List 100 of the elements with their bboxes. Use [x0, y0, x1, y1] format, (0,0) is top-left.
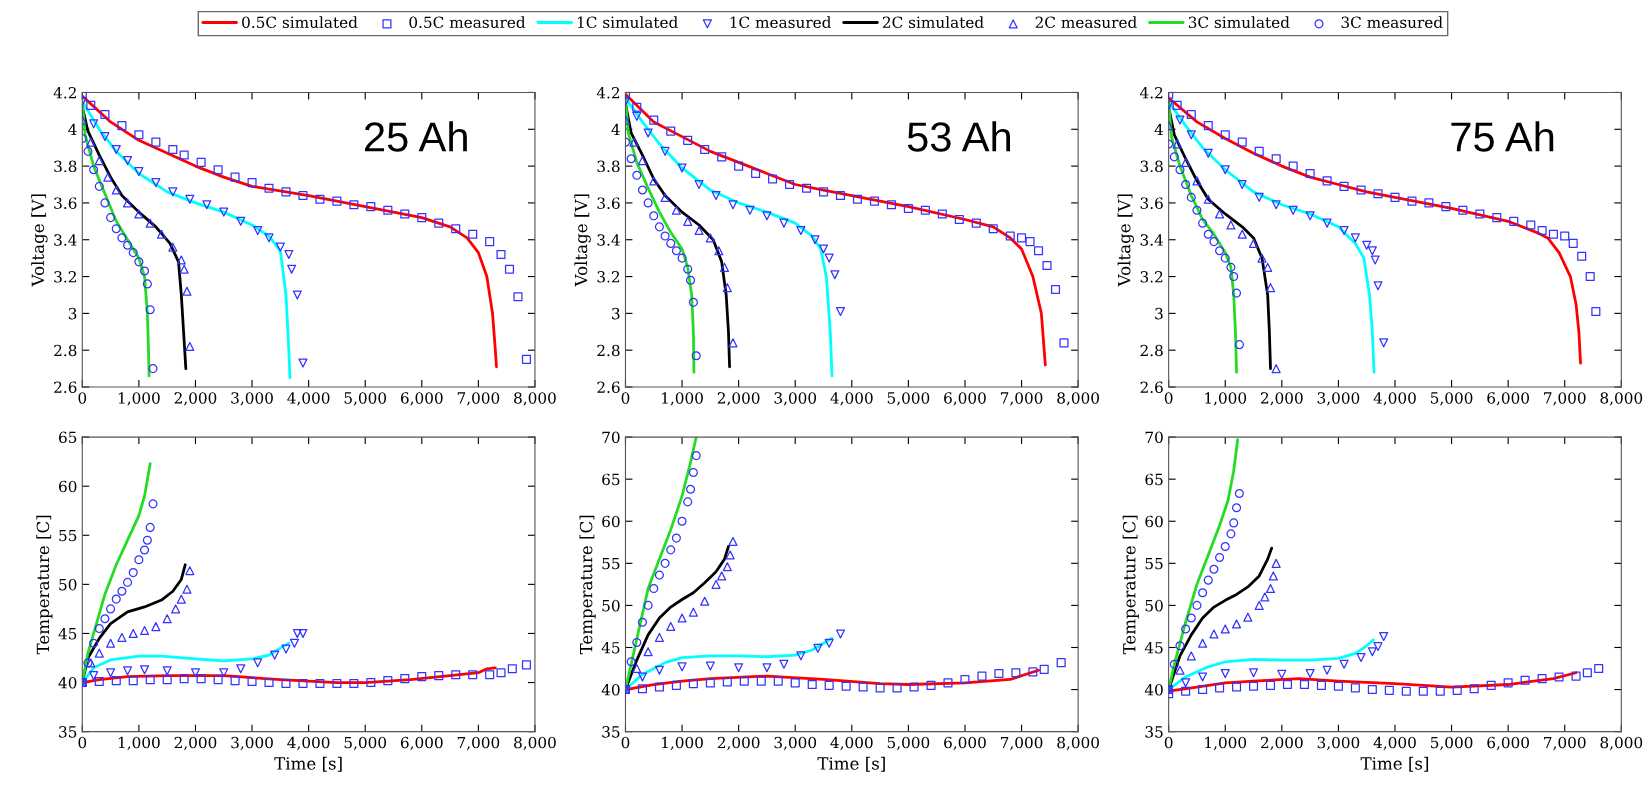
y-tick-label: 35 [602, 726, 620, 738]
x-tick-label: 1,000 [118, 392, 160, 406]
y-axis-title: Voltage [V] [31, 194, 48, 287]
x-tick-label: 7,000 [1544, 736, 1586, 751]
annotation: 53 Ah [907, 121, 1011, 152]
x-tick-label: 5,000 [344, 736, 387, 751]
x-tick-label: 0 [621, 736, 630, 749]
x-tick-label: 5,000 [887, 736, 930, 751]
y-tick-label: 40 [1144, 684, 1163, 696]
legend-label: 0.5C measured [409, 16, 526, 29]
y-tick-label: 3.4 [597, 234, 620, 246]
x-tick-label: 4,000 [830, 736, 873, 751]
x-axis-title: Time [s] [817, 756, 885, 772]
x-axis-title: Time [s] [1360, 756, 1429, 772]
legend-label: 3C simulated [1188, 16, 1290, 29]
y-tick-label: 50 [59, 578, 77, 591]
x-tick-label: 7,000 [457, 392, 500, 406]
y-tick-label: 4 [1154, 123, 1164, 136]
x-tick-label: 6,000 [1487, 392, 1529, 406]
x-tick-label: 6,000 [1487, 736, 1529, 751]
x-tick-label: 8,000 [1057, 392, 1099, 406]
y-tick-label: 3.2 [54, 271, 76, 283]
legend-label: 3C measured [1341, 16, 1443, 29]
y-tick-label: 3.8 [54, 160, 77, 173]
y-tick-label: 4 [68, 123, 77, 136]
y-tick-label: 65 [602, 473, 620, 486]
y-tick-label: 70 [1145, 431, 1163, 444]
y-tick-label: 3.8 [1140, 160, 1163, 173]
y-axis-title: Voltage [V] [1117, 194, 1134, 287]
y-tick-label: 3.6 [1140, 197, 1163, 209]
x-tick-label: 5,000 [887, 392, 930, 406]
x-axis-title: Time [s] [274, 756, 342, 772]
x-tick-label: 3,000 [1317, 392, 1360, 406]
y-tick-label: 3.2 [597, 271, 620, 283]
y-tick-label: 70 [602, 431, 620, 444]
y-axis-title: Temperature [C] [1122, 515, 1139, 655]
x-tick-label: 1,000 [118, 736, 160, 751]
x-tick-label: 8,000 [1600, 392, 1643, 406]
x-tick-label: 3,000 [774, 736, 817, 751]
y-tick-label: 65 [59, 431, 77, 444]
legend-label: 0.5C simulated [242, 16, 358, 29]
y-tick-label: 40 [58, 677, 77, 689]
x-tick-label: 8,000 [1600, 736, 1643, 751]
x-tick-label: 8,000 [514, 736, 556, 751]
x-tick-label: 6,000 [944, 392, 986, 406]
x-tick-label: 0 [78, 736, 87, 749]
y-tick-label: 35 [59, 726, 77, 738]
x-tick-label: 3,000 [774, 392, 817, 406]
y-tick-label: 55 [59, 529, 77, 542]
y-tick-label: 4.2 [596, 86, 620, 99]
y-tick-label: 55 [1145, 557, 1163, 570]
y-tick-label: 3.4 [54, 234, 77, 246]
y-tick-label: 35 [1145, 726, 1163, 738]
x-tick-label: 3,000 [231, 736, 273, 751]
y-tick-label: 60 [602, 515, 620, 528]
x-tick-label: 7,000 [1000, 736, 1043, 751]
y-tick-label: 60 [59, 480, 77, 493]
x-tick-label: 1,000 [662, 392, 703, 406]
y-tick-label: 3.2 [1140, 271, 1163, 283]
x-tick-label: 1,000 [1205, 392, 1247, 406]
x-tick-label: 6,000 [944, 736, 986, 751]
x-tick-label: 0 [621, 392, 630, 404]
y-tick-label: 65 [1145, 473, 1163, 486]
y-tick-label: 3 [1155, 307, 1163, 320]
annotation: 25 Ah [365, 121, 467, 152]
legend-label: 2C simulated [882, 16, 984, 29]
x-tick-label: 5,000 [344, 392, 387, 406]
x-tick-label: 4,000 [830, 392, 873, 406]
y-tick-label: 3.6 [54, 197, 77, 209]
y-tick-label: 3.4 [1140, 234, 1164, 246]
y-tick-label: 4 [611, 123, 620, 136]
y-tick-label: 45 [601, 641, 620, 654]
y-tick-label: 50 [602, 599, 620, 612]
x-tick-label: 2,000 [174, 736, 217, 751]
x-tick-label: 6,000 [400, 392, 443, 406]
legend-label: 2C measured [1035, 16, 1137, 29]
legend-label: 1C measured [730, 16, 832, 29]
y-tick-label: 45 [58, 627, 77, 640]
y-axis-title: Temperature [C] [36, 515, 53, 655]
y-tick-label: 2.8 [1140, 344, 1163, 357]
y-tick-label: 4.2 [1139, 86, 1163, 99]
x-tick-label: 0 [1164, 736, 1173, 749]
annotation: 75 Ah [1451, 121, 1554, 152]
x-tick-label: 7,000 [457, 736, 500, 751]
x-tick-label: 4,000 [1373, 392, 1416, 406]
x-tick-label: 1,000 [1205, 736, 1247, 751]
y-tick-label: 2.8 [54, 344, 77, 357]
x-tick-label: 0 [78, 392, 87, 404]
y-tick-label: 40 [601, 684, 620, 696]
y-tick-label: 50 [1145, 599, 1163, 612]
y-axis-title: Voltage [V] [574, 194, 591, 287]
x-tick-label: 5,000 [1431, 736, 1473, 751]
x-tick-label: 6,000 [400, 736, 443, 751]
legend-label: 1C simulated [577, 16, 678, 29]
x-tick-label: 3,000 [231, 392, 273, 406]
x-tick-label: 0 [1164, 392, 1173, 404]
y-tick-label: 2.6 [54, 381, 77, 394]
x-tick-label: 7,000 [1544, 392, 1586, 406]
y-tick-label: 2.6 [597, 381, 620, 394]
y-tick-label: 3 [68, 307, 77, 320]
